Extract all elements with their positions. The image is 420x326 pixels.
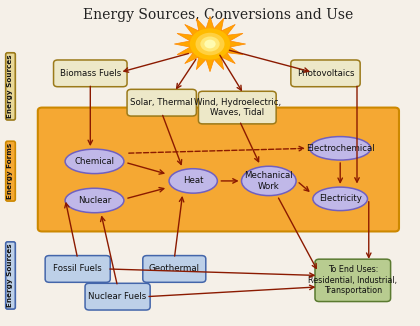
Ellipse shape <box>65 149 124 173</box>
FancyBboxPatch shape <box>54 60 127 87</box>
Text: Electrochemical: Electrochemical <box>306 144 375 153</box>
Circle shape <box>195 33 225 55</box>
Ellipse shape <box>65 188 124 213</box>
Text: Fossil Fuels: Fossil Fuels <box>53 264 102 274</box>
FancyBboxPatch shape <box>143 256 206 282</box>
FancyBboxPatch shape <box>198 91 276 124</box>
Text: Solar, Thermal: Solar, Thermal <box>130 98 193 107</box>
FancyBboxPatch shape <box>45 256 110 282</box>
Ellipse shape <box>310 137 371 160</box>
Text: Mechanical
Work: Mechanical Work <box>244 171 293 191</box>
Text: Geothermal: Geothermal <box>149 264 200 274</box>
Circle shape <box>190 28 230 60</box>
Text: Electricity: Electricity <box>319 194 362 203</box>
Text: Energy Sources: Energy Sources <box>8 244 13 307</box>
FancyBboxPatch shape <box>291 60 360 87</box>
Ellipse shape <box>241 166 296 196</box>
Text: Wind, Hydroelectric,
Waves, Tidal: Wind, Hydroelectric, Waves, Tidal <box>194 98 281 117</box>
Polygon shape <box>174 16 246 72</box>
Circle shape <box>200 37 220 52</box>
Text: Heat: Heat <box>183 176 203 185</box>
Text: Chemical: Chemical <box>74 157 115 166</box>
Text: Photovoltaics: Photovoltaics <box>297 69 354 78</box>
FancyBboxPatch shape <box>127 89 197 116</box>
Text: Energy Forms: Energy Forms <box>8 143 13 199</box>
Text: Nuclear: Nuclear <box>78 196 111 205</box>
FancyBboxPatch shape <box>38 108 399 231</box>
Text: Biomass Fuels: Biomass Fuels <box>60 69 121 78</box>
Ellipse shape <box>313 187 368 211</box>
FancyBboxPatch shape <box>315 259 391 302</box>
Text: To End Uses:
Residential, Industrial,
Transportation: To End Uses: Residential, Industrial, Tr… <box>308 265 397 295</box>
Circle shape <box>205 40 215 48</box>
Text: Energy Sources, Conversions and Use: Energy Sources, Conversions and Use <box>83 8 354 22</box>
Text: Energy Sources: Energy Sources <box>8 54 13 118</box>
FancyBboxPatch shape <box>85 283 150 310</box>
Text: Nuclear Fuels: Nuclear Fuels <box>89 292 147 301</box>
Ellipse shape <box>169 169 218 193</box>
